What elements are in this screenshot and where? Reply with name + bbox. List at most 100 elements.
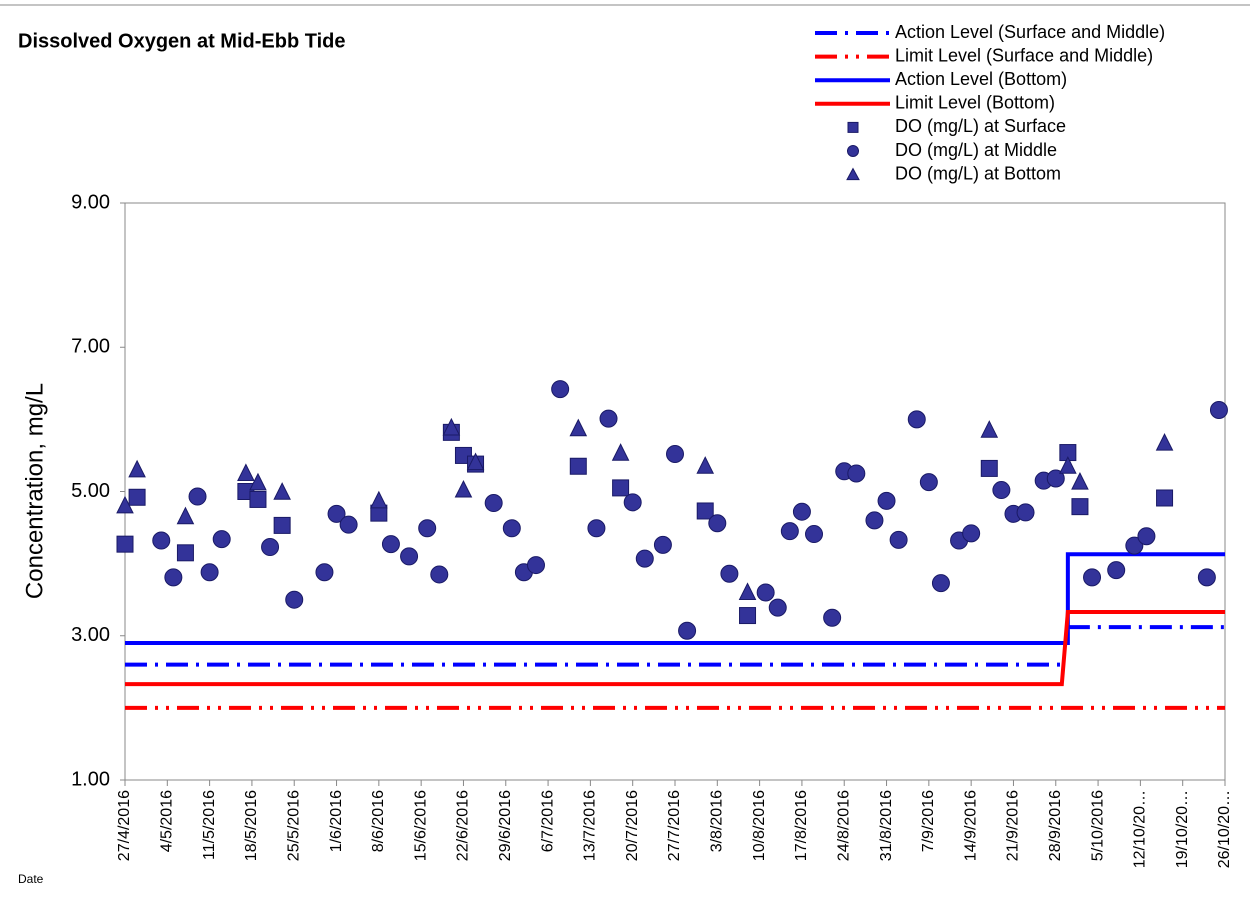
y-axis-label: Concentration, mg/L xyxy=(21,383,48,599)
circle-marker xyxy=(992,481,1011,500)
circle-marker xyxy=(1083,568,1102,587)
triangle-marker xyxy=(1071,472,1089,490)
x-tick-label: 29/6/2016 xyxy=(497,790,514,861)
triangle-marker xyxy=(176,506,195,525)
circle-marker xyxy=(164,568,183,587)
x-tick-label: 11/5/2016 xyxy=(201,790,218,860)
circle-marker xyxy=(1107,561,1126,580)
circle-marker xyxy=(653,535,672,554)
x-tick-label: 25/5/2016 xyxy=(285,790,302,861)
triangle-marker xyxy=(1155,433,1174,451)
circle-marker xyxy=(792,502,811,521)
x-tick-label: 15/6/2016 xyxy=(412,790,429,861)
circle-marker xyxy=(708,514,727,533)
triangle-marker xyxy=(249,472,267,491)
circle-marker xyxy=(381,535,400,554)
circle-marker xyxy=(635,549,654,568)
x-tick-label: 19/10/20… xyxy=(1174,790,1191,868)
circle-marker xyxy=(666,444,684,463)
circle-marker xyxy=(1125,536,1144,555)
level-line xyxy=(125,625,1225,667)
level-line xyxy=(125,552,1225,645)
circle-marker xyxy=(526,556,545,575)
circle-marker xyxy=(212,530,231,549)
legend-swatch xyxy=(847,145,859,157)
circle-marker xyxy=(823,608,842,627)
plot-frame xyxy=(124,202,1226,781)
circle-marker xyxy=(865,511,884,530)
triangle-marker xyxy=(128,459,146,478)
circle-marker xyxy=(919,473,938,492)
x-tick-label: 26/10/20… xyxy=(1216,790,1233,868)
triangle-marker xyxy=(454,479,473,498)
square-marker xyxy=(116,535,134,553)
square-marker xyxy=(980,459,998,477)
x-tick-label: 18/5/2016 xyxy=(243,790,260,861)
square-marker xyxy=(1156,489,1174,507)
circle-marker xyxy=(315,563,334,582)
x-tick-label: 21/9/2016 xyxy=(1005,790,1022,861)
square-marker xyxy=(1071,498,1089,516)
triangle-marker xyxy=(738,582,757,600)
square-marker xyxy=(128,488,146,506)
legend-swatch xyxy=(846,167,860,181)
triangle-marker xyxy=(442,417,461,436)
x-tick-label: 14/9/2016 xyxy=(962,790,979,861)
triangle-marker xyxy=(1059,456,1077,474)
square-marker xyxy=(249,490,267,508)
circle-marker xyxy=(327,504,346,523)
circle-marker xyxy=(1046,469,1065,488)
triangle-marker xyxy=(980,420,999,438)
circle-marker xyxy=(1197,568,1216,587)
legend-label: Limit Level (Surface and Middle) xyxy=(895,45,1153,65)
triangle-marker xyxy=(237,463,255,481)
y-tick-label: 3.00 xyxy=(71,624,110,646)
x-tick-label: 17/8/2016 xyxy=(793,790,810,861)
circle-marker xyxy=(1209,400,1228,419)
x-tick-label: 27/7/2016 xyxy=(666,790,683,861)
square-marker xyxy=(696,502,714,520)
square-marker xyxy=(739,607,757,625)
x-tick-label: 10/8/2016 xyxy=(751,790,768,861)
y-tick-label: 5.00 xyxy=(71,480,110,502)
x-axis-label: Date xyxy=(18,872,44,886)
triangle-marker xyxy=(611,443,630,461)
circle-marker xyxy=(587,519,606,538)
circle-marker xyxy=(430,565,449,584)
circle-marker xyxy=(1016,503,1035,522)
circle-marker xyxy=(678,621,697,640)
x-tick-label: 27/4/2016 xyxy=(116,790,133,861)
circle-marker xyxy=(261,538,280,557)
x-tick-label: 24/8/2016 xyxy=(835,790,852,861)
circle-marker xyxy=(400,547,419,566)
circle-marker xyxy=(285,590,304,609)
level-line xyxy=(125,609,1225,687)
square-marker xyxy=(569,457,587,475)
x-tick-label: 5/10/2016 xyxy=(1089,790,1106,861)
circle-marker xyxy=(962,524,981,543)
circle-marker xyxy=(907,410,926,429)
circle-marker xyxy=(756,583,775,602)
circle-marker xyxy=(847,464,866,483)
x-tick-label: 3/8/2016 xyxy=(709,790,726,852)
circle-marker xyxy=(805,525,824,544)
circle-marker xyxy=(188,487,207,506)
x-tick-label: 1/6/2016 xyxy=(328,790,345,852)
x-tick-label: 6/7/2016 xyxy=(539,790,556,852)
triangle-marker xyxy=(696,456,715,474)
legend-label: DO (mg/L) at Surface xyxy=(895,116,1066,136)
circle-marker xyxy=(599,409,618,428)
circle-marker xyxy=(200,563,219,582)
y-tick-label: 1.00 xyxy=(71,768,110,790)
circle-marker xyxy=(931,574,950,593)
circle-marker xyxy=(889,530,908,549)
circle-marker xyxy=(1137,527,1156,546)
x-tick-label: 12/10/20… xyxy=(1132,790,1149,868)
circle-marker xyxy=(720,564,739,583)
x-tick-label: 8/6/2016 xyxy=(370,790,387,852)
square-marker xyxy=(273,516,291,534)
y-tick-label: 9.00 xyxy=(71,191,110,213)
legend-label: Action Level (Surface and Middle) xyxy=(895,22,1165,42)
legend-label: DO (mg/L) at Bottom xyxy=(895,163,1061,183)
circle-marker xyxy=(877,491,896,510)
